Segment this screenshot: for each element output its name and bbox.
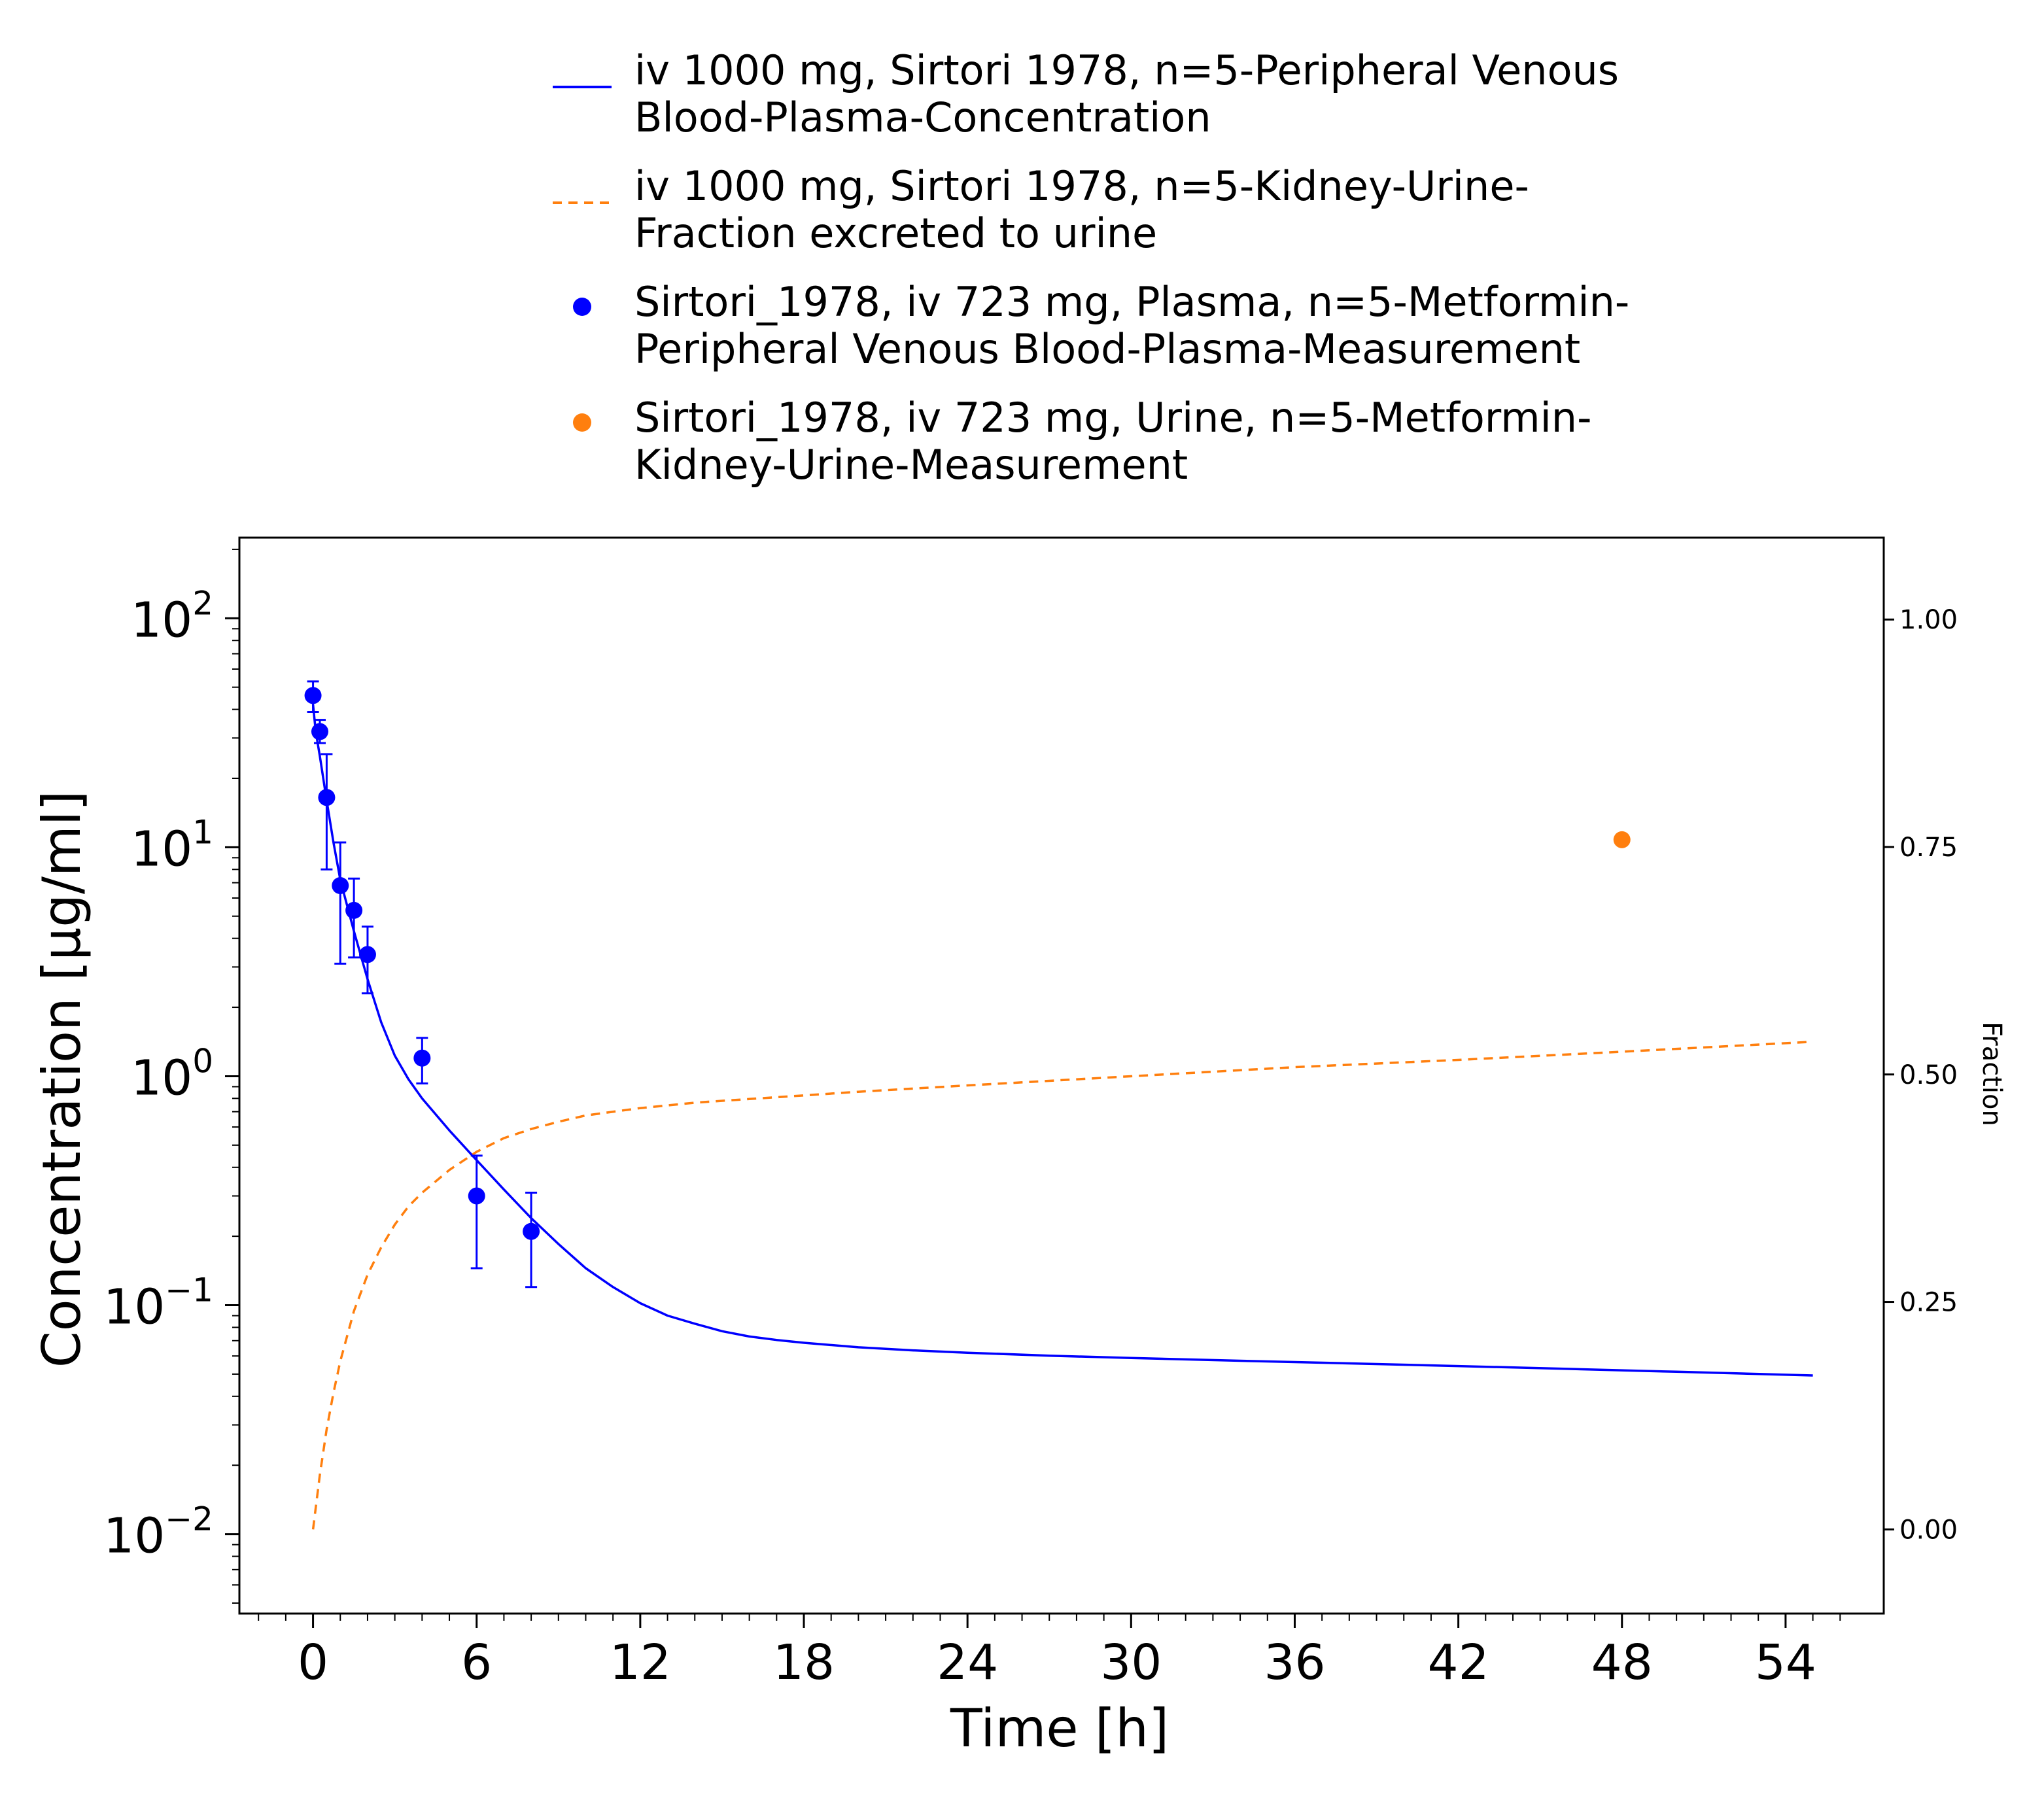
plot-area: 0 6 12 18 24 30 36 42 48 54 10−2 10−1 100 101 102 0.00 0…: [103, 536, 1958, 1691]
x-tick-label: 24: [937, 1634, 998, 1691]
legend-label: iv 1000 mg, Sirtori 1978, n=5-Kidney-Uri…: [634, 162, 1529, 257]
data-point: [523, 1222, 540, 1240]
y2-tick-label: 0.75: [1899, 833, 1958, 863]
y2-tick-label: 0.00: [1899, 1515, 1958, 1545]
x-tick-label: 48: [1591, 1634, 1653, 1691]
legend-swatch-blue-marker: [573, 298, 591, 316]
y-tick-label: 10−1: [103, 1271, 213, 1336]
legend-item-simulated-plasma: iv 1000 mg, Sirtori 1978, n=5-Peripheral…: [549, 46, 1661, 162]
y-tick-label: 101: [131, 813, 213, 877]
x-tick-label: 0: [298, 1634, 328, 1691]
x-tick-label: 6: [461, 1634, 492, 1691]
legend-item-observed-urine: Sirtori_1978, iv 723 mg, Urine, n=5-Metf…: [549, 393, 1661, 509]
legend-label: Sirtori_1978, iv 723 mg, Plasma, n=5-Met…: [634, 278, 1630, 373]
legend-item-observed-plasma: Sirtori_1978, iv 723 mg, Plasma, n=5-Met…: [549, 277, 1661, 393]
y2-tick-label: 0.25: [1899, 1288, 1958, 1318]
y-axis-title: Concentration [µg/ml]: [31, 791, 92, 1368]
data-point: [1613, 831, 1631, 848]
legend-item-simulated-urine: iv 1000 mg, Sirtori 1978, n=5-Kidney-Uri…: [549, 162, 1661, 277]
legend-label: iv 1000 mg, Sirtori 1978, n=5-Peripheral…: [634, 46, 1620, 141]
y-tick-label: 100: [131, 1042, 213, 1106]
legend-swatch-solid-line: [553, 86, 612, 88]
y2-tick-label: 0.50: [1899, 1060, 1958, 1090]
x-tick-label: 30: [1100, 1634, 1162, 1691]
legend-swatch-dashed-line: [553, 201, 612, 204]
legend-label: Sirtori_1978, iv 723 mg, Urine, n=5-Metf…: [634, 394, 1592, 489]
legend: iv 1000 mg, Sirtori 1978, n=5-Peripheral…: [549, 46, 1661, 509]
x-tick-label: 42: [1428, 1634, 1489, 1691]
data-point: [358, 946, 376, 963]
data-point: [468, 1187, 485, 1205]
series-0-line: [311, 704, 1813, 1377]
data-point: [332, 877, 349, 895]
x-tick-label: 12: [610, 1634, 671, 1691]
x-tick-label: 54: [1755, 1634, 1816, 1691]
y2-tick-label: 1.00: [1899, 605, 1958, 635]
plot-frame: [238, 536, 1885, 1615]
data-point: [318, 789, 336, 806]
data-point: [311, 723, 328, 740]
y-tick-label: 10−2: [103, 1500, 213, 1565]
y2-axis-title: Fraction: [1977, 1022, 2007, 1126]
series-1-line: [311, 1040, 1813, 1530]
data-point: [413, 1049, 431, 1067]
x-tick-label: 18: [773, 1634, 835, 1691]
y-tick-label: 102: [131, 584, 213, 648]
legend-swatch-orange-marker: [573, 413, 591, 432]
x-axis-title: Time [h]: [950, 1698, 1169, 1759]
x-tick-label: 36: [1264, 1634, 1325, 1691]
data-point: [304, 687, 322, 704]
data-point: [345, 901, 363, 919]
